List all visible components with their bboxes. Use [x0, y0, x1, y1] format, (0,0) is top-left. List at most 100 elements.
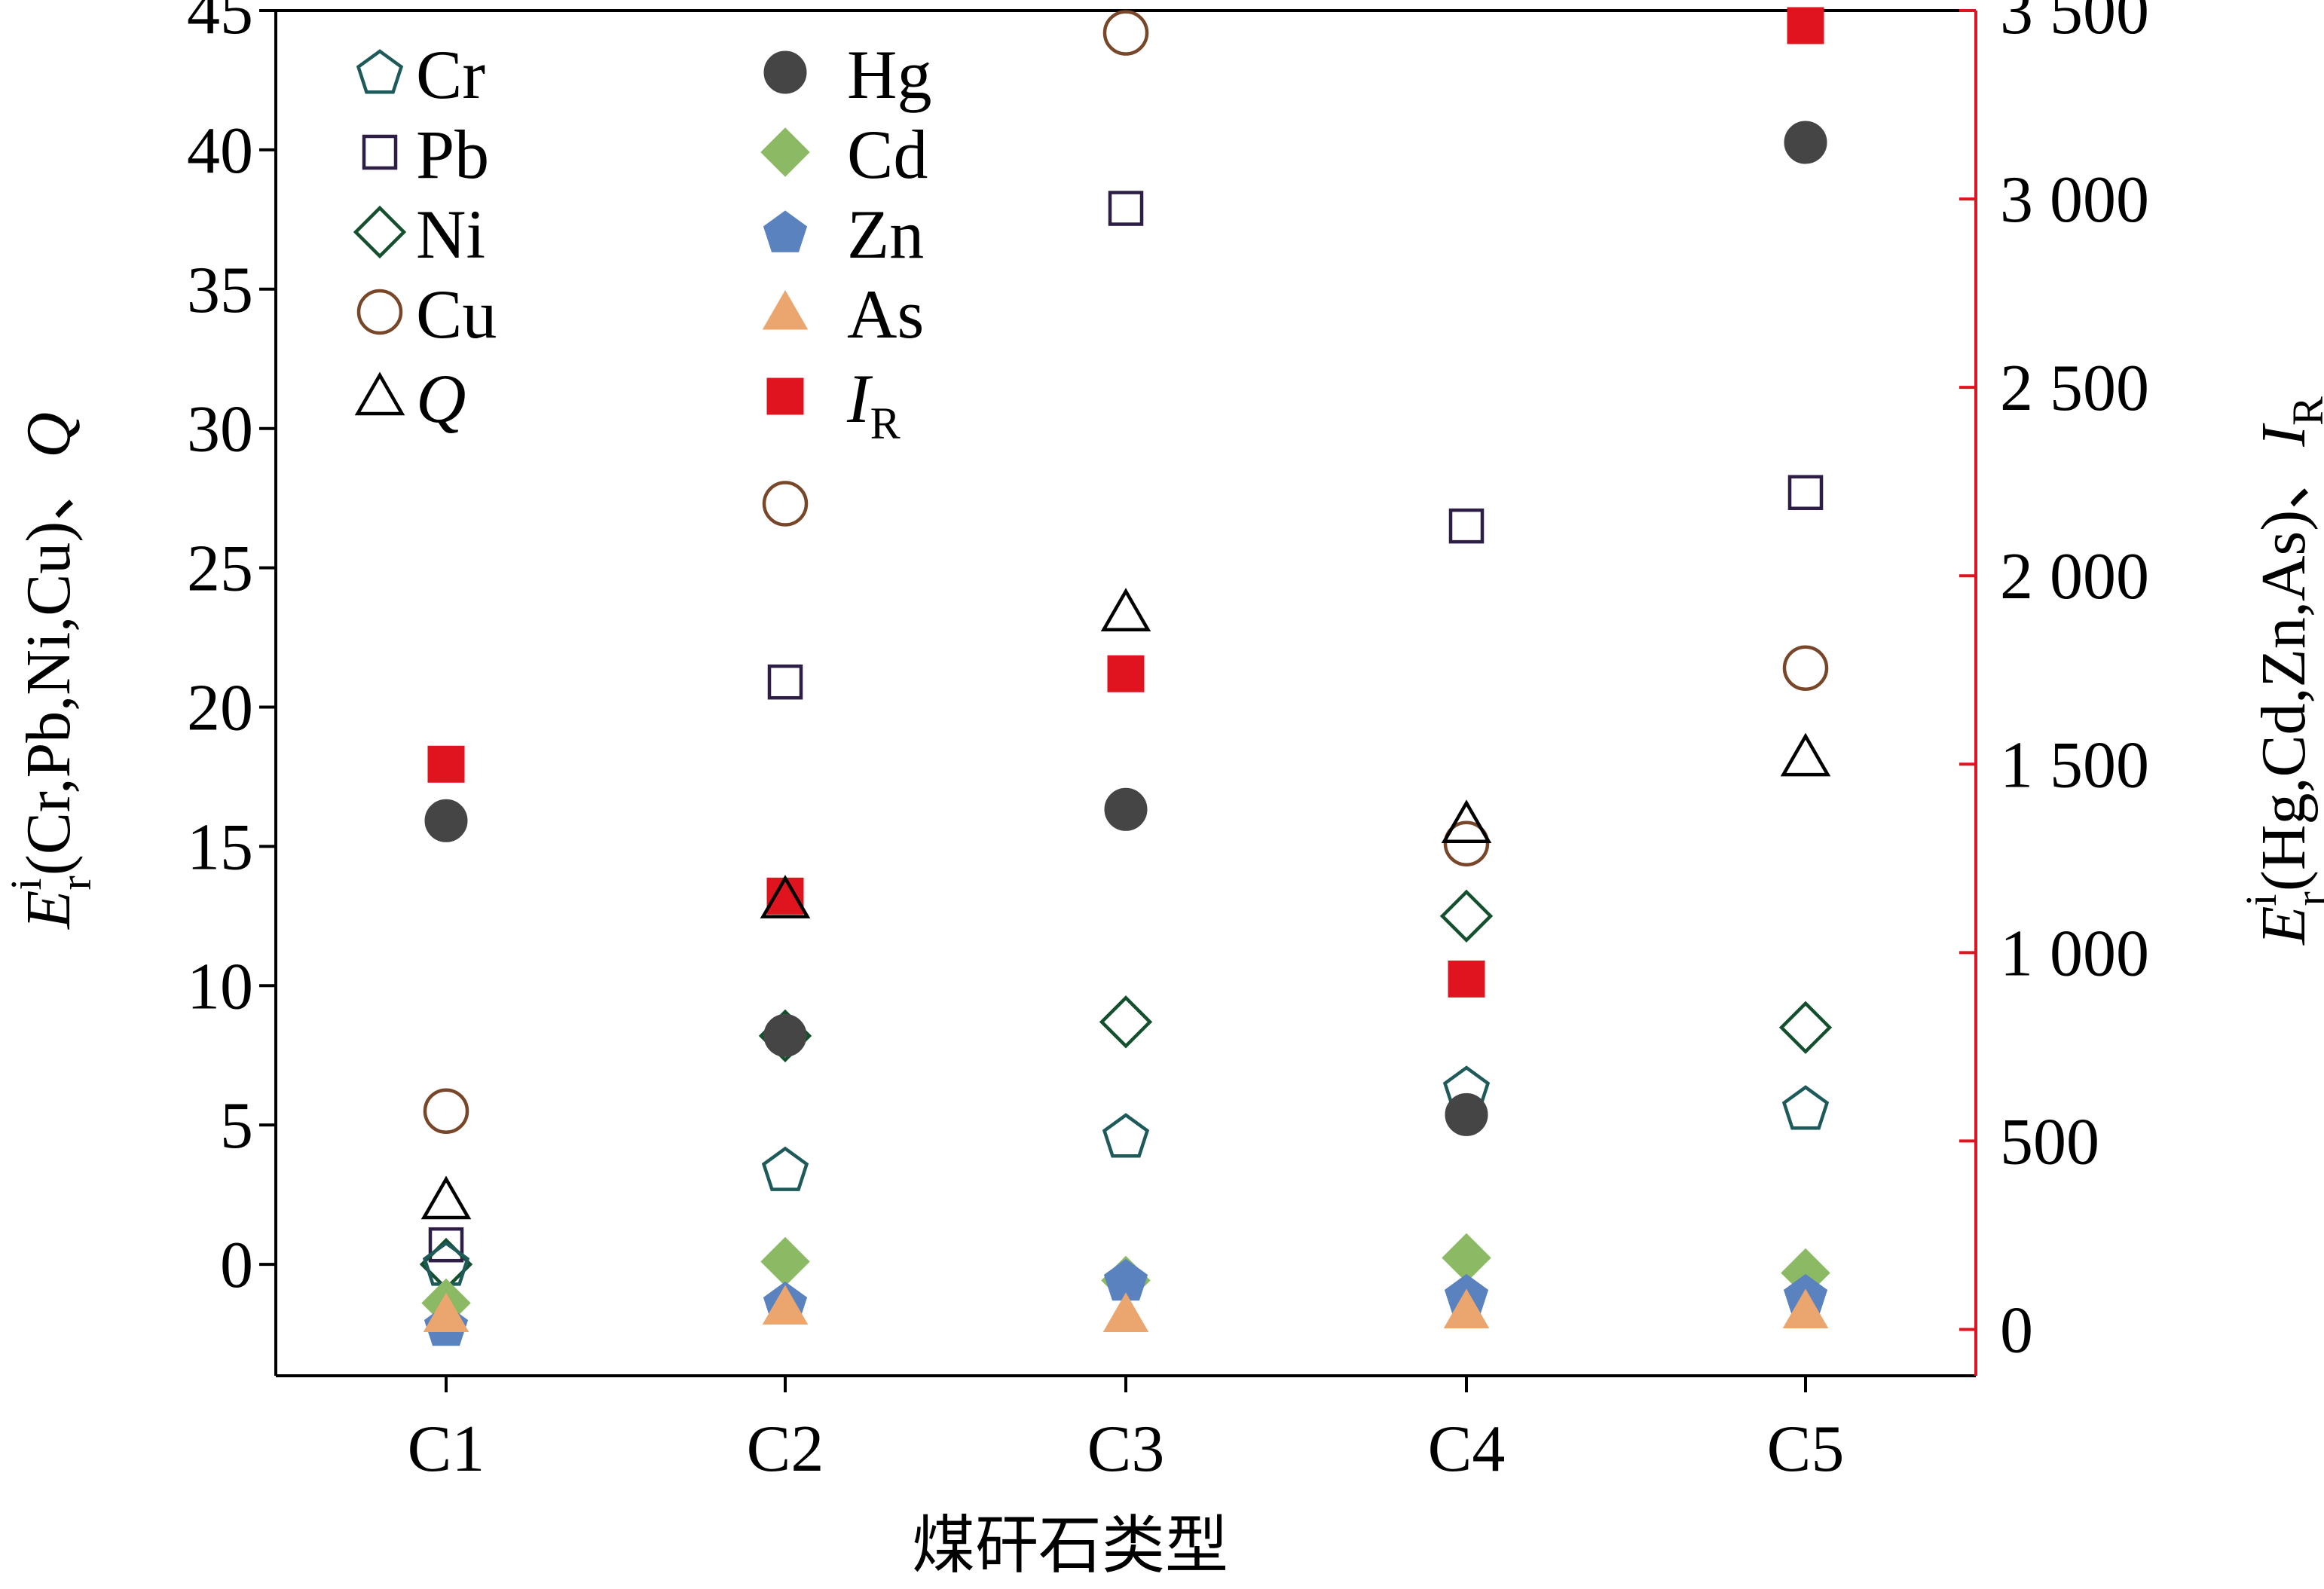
legend-item-ir: IR — [766, 360, 901, 448]
legend-marker-cu — [356, 289, 403, 335]
legend-label-pb: Pb — [416, 116, 489, 193]
point-q — [420, 1175, 472, 1220]
legend-marker-ni — [353, 205, 407, 259]
legend-marker-as — [762, 289, 809, 330]
point-cr — [1102, 1113, 1150, 1158]
point-ni — [1778, 1001, 1833, 1054]
point-hg — [424, 799, 468, 842]
legend-item-q: Q — [354, 360, 466, 437]
right-y-tick-label: 0 — [2000, 1294, 2033, 1367]
legend-label-q: Q — [416, 360, 466, 437]
point-as — [1102, 1292, 1149, 1332]
left-y-tick-label: 15 — [187, 811, 253, 884]
right-y-tick-label: 500 — [2000, 1105, 2099, 1178]
left-y-tick-label: 5 — [220, 1089, 253, 1163]
point-cu — [1443, 820, 1490, 866]
legend-label-ni: Ni — [416, 196, 485, 273]
point-cu — [762, 481, 809, 527]
point-ni — [1439, 889, 1494, 943]
left-y-tick-label: 10 — [187, 950, 253, 1023]
series-as — [423, 1285, 1829, 1332]
series-cu — [423, 10, 1829, 1134]
point-pb — [1787, 475, 1824, 510]
legend-label-cr: Cr — [416, 36, 485, 113]
point-ni — [1099, 995, 1153, 1049]
point-q — [1100, 588, 1151, 632]
point-as — [762, 1285, 809, 1325]
point-cr — [1781, 1085, 1830, 1130]
left-y-tick-label: 0 — [220, 1229, 253, 1302]
legend-item-pb: Pb — [362, 116, 489, 193]
point-as — [1443, 1288, 1490, 1328]
point-ir — [427, 745, 465, 783]
point-ir — [1448, 960, 1485, 998]
point-q — [1780, 732, 1831, 777]
right-y-axis-title: Eir(Hg,Cd,Zn,As)、IR — [2237, 396, 2324, 946]
right-y-tick-label: 1 000 — [2000, 917, 2149, 990]
right-y-tick-label: 3 000 — [2000, 163, 2149, 237]
point-hg — [1784, 121, 1827, 164]
x-tick-label: C1 — [408, 1413, 485, 1486]
point-cu — [423, 1088, 469, 1134]
point-ir — [1107, 655, 1145, 692]
point-as — [1782, 1288, 1829, 1328]
point-ir — [1787, 7, 1824, 44]
right-y-tick-label: 1 500 — [2000, 729, 2149, 802]
left-y-axis-title: Eir(Cr,Pb,Ni,Cu)、Q — [2, 412, 100, 930]
point-pb — [767, 664, 803, 700]
left-y-tick-label: 40 — [187, 115, 253, 188]
legend-marker-cd — [760, 127, 810, 177]
legend-label-cu: Cu — [416, 276, 497, 353]
point-as — [423, 1292, 469, 1332]
data-points — [419, 7, 1833, 1346]
legend-label-as: As — [847, 276, 924, 353]
point-hg — [1104, 787, 1148, 831]
legend-marker-zn — [763, 210, 808, 252]
point-q — [1441, 799, 1492, 844]
axes: 0 5 10 15 20 25 30 35 40 45 0 500 1 000 1 500 2 000 2 5… — [187, 0, 2149, 1486]
right-y-tick-label: 2 000 — [2000, 540, 2149, 613]
legend-marker-pb — [362, 134, 398, 170]
legend-marker-hg — [763, 50, 807, 94]
legend-item-ni: Ni — [353, 196, 485, 273]
right-y-tick-label: 3 500 — [2000, 0, 2149, 48]
series-ir — [427, 7, 1824, 998]
point-hg — [1445, 1092, 1488, 1136]
point-pb — [1108, 191, 1144, 226]
legend-label-cd: Cd — [847, 116, 928, 193]
legend-label-ir: IR — [846, 360, 901, 448]
left-y-tick-label: 30 — [187, 393, 253, 466]
series-q — [420, 588, 1831, 1220]
x-tick-label: C3 — [1087, 1413, 1165, 1486]
point-cu — [1102, 10, 1149, 56]
left-y-tick-label: 45 — [187, 0, 253, 48]
legend-label-hg: Hg — [847, 36, 931, 113]
legend-item-hg: Hg — [763, 36, 931, 113]
point-cr — [761, 1146, 809, 1191]
legend-item-cd: Cd — [760, 116, 928, 193]
legend-label-zn: Zn — [847, 196, 924, 273]
legend-item-cr: Cr — [356, 36, 485, 113]
series-pb — [428, 191, 1824, 1263]
legend-marker-q — [354, 371, 405, 416]
point-pb — [428, 1227, 464, 1263]
legend-item-as: As — [762, 276, 924, 353]
point-ir — [766, 877, 804, 915]
x-tick-label: C2 — [747, 1413, 824, 1486]
x-axis-title: 煤矸石类型 — [912, 1511, 1228, 1581]
series-hg — [424, 121, 1827, 1136]
legend-item-zn: Zn — [763, 196, 924, 273]
x-tick-label: C5 — [1767, 1413, 1845, 1486]
legend-marker-ir — [766, 377, 804, 415]
legend-item-cu: Cu — [356, 276, 497, 353]
legend-marker-cr — [356, 49, 404, 94]
series-cr — [422, 1065, 1830, 1286]
left-y-tick-label: 20 — [187, 671, 253, 744]
right-y-tick-label: 2 500 — [2000, 352, 2149, 425]
point-cu — [1782, 645, 1829, 691]
x-tick-label: C4 — [1428, 1413, 1506, 1486]
left-y-tick-label: 25 — [187, 533, 253, 606]
point-pb — [1448, 508, 1485, 544]
